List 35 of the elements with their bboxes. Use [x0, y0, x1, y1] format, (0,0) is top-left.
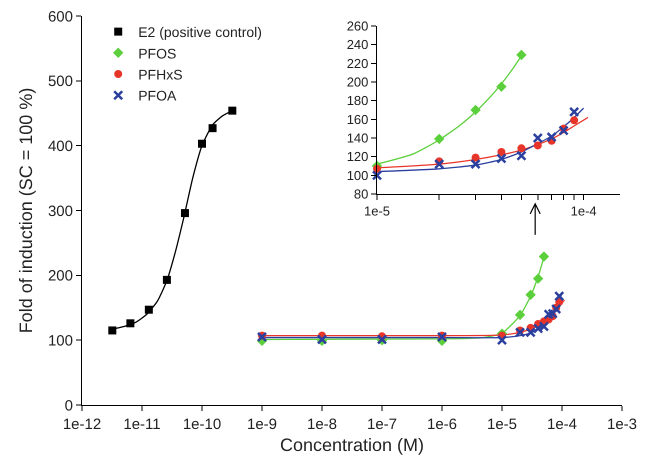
y-tick-label: 160 — [346, 112, 368, 127]
x-tick-label: 1e-6 — [426, 416, 458, 433]
y-tick-label: 200 — [346, 74, 368, 90]
y-tick-label: 240 — [346, 37, 368, 52]
y-tick-label: 400 — [48, 138, 73, 155]
y-tick-label: 100 — [48, 332, 73, 350]
x-tick-label: 1e-5 — [486, 416, 518, 433]
x-tick-label: 1e-7 — [366, 416, 398, 433]
x-tick-label: 1e-11 — [123, 416, 161, 433]
x-tick-label: 1e-4 — [546, 416, 578, 433]
legend-label: PFOS — [138, 45, 176, 62]
y-tick-label: 220 — [346, 56, 368, 71]
y-tick-label: 300 — [48, 202, 73, 220]
x-tick-label: 1e-4 — [570, 204, 597, 219]
legend-label: E2 (positive control) — [138, 24, 262, 40]
x-tick-label: 1e-12 — [62, 416, 102, 433]
y-tick-label: 0 — [64, 397, 73, 414]
y-tick-label: 180 — [346, 93, 368, 108]
x-axis-title: Concentration (M) — [280, 435, 424, 456]
x-tick-label: 1e-8 — [306, 416, 338, 433]
legend-label: PFHxS — [138, 66, 183, 82]
y-tick-label: 200 — [48, 268, 73, 285]
y-tick-label: 80 — [354, 186, 368, 202]
x-tick-label: 1e-5 — [364, 204, 390, 219]
y-tick-label: 600 — [48, 8, 73, 26]
y-tick-label: 260 — [346, 18, 368, 34]
x-tick-label: 1e-9 — [246, 416, 278, 433]
y-axis-title: Fold of induction (SC = 100 %) — [16, 88, 36, 334]
y-tick-label: 100 — [346, 168, 368, 183]
y-tick-label: 120 — [346, 149, 368, 164]
legend-label: PFOA — [138, 88, 177, 104]
y-tick-label: 500 — [48, 73, 73, 90]
y-tick-label: 140 — [346, 130, 368, 146]
x-tick-label: 1e-3 — [606, 416, 638, 433]
x-tick-label: 1e-10 — [182, 416, 222, 433]
